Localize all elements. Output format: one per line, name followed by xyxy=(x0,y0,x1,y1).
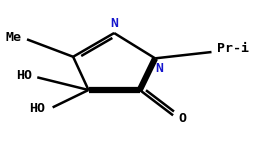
Text: O: O xyxy=(178,112,186,125)
Text: Pr-i: Pr-i xyxy=(217,42,249,55)
Text: HO: HO xyxy=(16,69,32,82)
Text: N: N xyxy=(155,62,163,75)
Text: HO: HO xyxy=(29,103,45,115)
Text: Me: Me xyxy=(6,31,22,44)
Text: N: N xyxy=(110,17,118,30)
